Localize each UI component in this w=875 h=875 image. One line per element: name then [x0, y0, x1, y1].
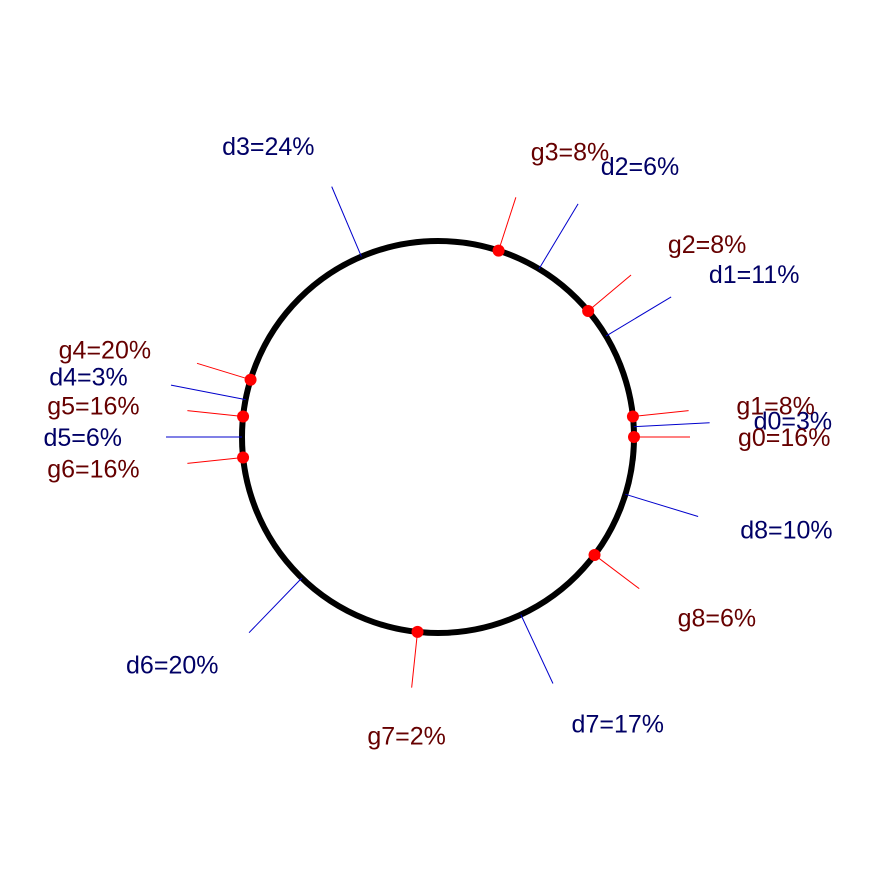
g-leader-line-1 [632, 410, 689, 418]
g-label-7: g7=2% [367, 722, 446, 750]
d-leader-line-6 [248, 577, 303, 634]
d-label-0: d0=3% [754, 407, 833, 435]
g-leader-line-5 [187, 410, 244, 418]
d-label-1: d1=11% [709, 261, 800, 289]
g-point-8 [588, 548, 601, 561]
g-label-4: g4=20% [59, 336, 151, 364]
g-leader-line-4 [196, 362, 251, 381]
g-series-group: g0=16% g1=8% g2=8% g3=8% g4=20% g5=16% g6=16% g… [47, 139, 830, 751]
g-point-0 [628, 431, 640, 443]
g-point-2 [582, 305, 595, 318]
g-label-0: g0=16% [738, 424, 830, 452]
g-leader-line-7 [411, 631, 419, 688]
d-leader-line-1 [605, 296, 672, 337]
d-leader-line-3 [331, 186, 362, 257]
g-point-6 [237, 451, 250, 464]
g-point-3 [492, 244, 505, 257]
d-leader-line-0 [633, 422, 710, 428]
g-label-6: g6=16% [47, 455, 139, 483]
g-label-3: g3=8% [531, 139, 610, 167]
d-label-7: d7=17% [572, 710, 664, 738]
g-label-2: g2=8% [668, 231, 747, 259]
d-leader-line-8 [625, 493, 699, 518]
g-leader-line-8 [594, 554, 640, 590]
d-label-5: d5=6% [43, 424, 122, 452]
g-leader-line-6 [187, 456, 244, 464]
g-point-1 [626, 410, 639, 423]
g-point-7 [411, 625, 424, 638]
d-label-8: d8=10% [740, 516, 832, 544]
d-series-group: d0=3% d1=11% d2=6% d3=24% d4=3% d5=6% d6=20% d7… [43, 133, 832, 738]
d-label-6: d6=20% [126, 651, 218, 679]
g-leader-line-2 [587, 274, 632, 312]
d-label-2: d2=6% [601, 153, 680, 181]
circle-outline [239, 238, 637, 636]
d-label-3: d3=24% [222, 133, 314, 161]
g-label-5: g5=16% [47, 393, 139, 421]
g-label-1: g1=8% [736, 393, 815, 421]
d-leader-line-2 [538, 203, 579, 270]
d-leader-line-7 [520, 614, 554, 684]
g-leader-line-3 [498, 197, 517, 251]
g-point-5 [237, 410, 250, 423]
d-label-4: d4=3% [49, 364, 128, 392]
g-label-8: g8=6% [678, 605, 757, 633]
g-point-4 [244, 373, 257, 386]
d-leader-line-4 [170, 384, 246, 401]
